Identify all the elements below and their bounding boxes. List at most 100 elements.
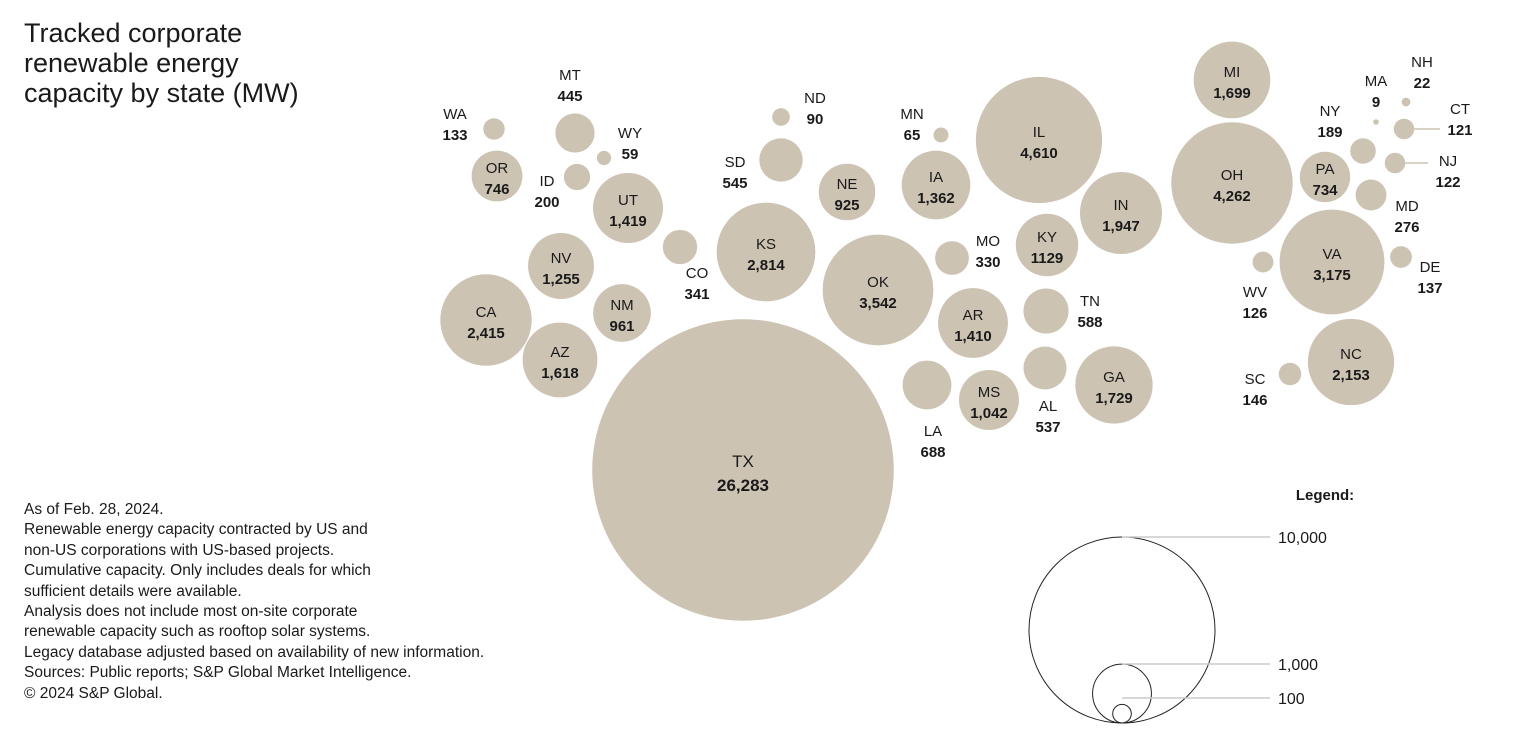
value-label: 341 [684, 286, 709, 303]
state-bubble-mi: MI 1,699 [1193, 41, 1271, 119]
value-label: 2,415 [467, 325, 505, 342]
bubble-circle [471, 150, 523, 202]
state-label: UT [618, 192, 638, 209]
bubble-circle [1015, 213, 1079, 277]
state-label: OK [867, 274, 889, 291]
state-label: NC [1340, 346, 1362, 363]
state-label: ND [804, 90, 826, 107]
value-label: 189 [1317, 124, 1342, 141]
state-bubble-ny: NY 189 [1317, 103, 1376, 164]
state-bubble-ut: UT 1,419 [592, 172, 664, 244]
state-bubble-ma: MA 9 [1365, 73, 1388, 125]
state-bubble-in: IN 1,947 [1079, 171, 1163, 255]
state-bubble-wv: WV 126 [1242, 251, 1274, 322]
state-label: CO [686, 265, 709, 282]
state-label: NE [837, 176, 858, 193]
bubble-circle [522, 322, 598, 398]
state-label: VA [1323, 246, 1342, 263]
bubble-circle [958, 369, 1020, 431]
state-label: OH [1221, 167, 1244, 184]
state-bubble-sc: SC 146 [1242, 362, 1302, 409]
state-bubble-ne: NE 925 [818, 163, 876, 221]
value-label: 537 [1035, 419, 1060, 436]
state-label: TN [1080, 293, 1100, 310]
state-bubble-va: VA 3,175 [1279, 209, 1385, 315]
bubble-circle [1278, 362, 1302, 386]
value-label: 200 [534, 194, 559, 211]
value-label: 26,283 [717, 476, 769, 495]
state-label: MD [1395, 198, 1418, 215]
value-label: 137 [1417, 280, 1442, 297]
bubble-circle [902, 360, 952, 410]
value-label: 1,410 [954, 328, 992, 345]
value-label: 925 [834, 197, 859, 214]
state-bubble-ga: GA 1,729 [1075, 346, 1153, 424]
bubble-circle [1193, 41, 1271, 119]
value-label: 545 [722, 175, 747, 192]
note-line: renewable capacity such as rooftop solar… [24, 623, 371, 641]
bubble-circle [1307, 318, 1395, 406]
value-label: 588 [1077, 314, 1102, 331]
bubble-circle [555, 113, 595, 153]
legend-entry: 10,000 [1028, 530, 1327, 724]
value-label: 4,610 [1020, 145, 1058, 162]
state-bubble-tx: TX 26,283 [592, 319, 894, 621]
value-label: 746 [484, 181, 509, 198]
state-label: AZ [550, 344, 569, 361]
state-label: NM [610, 297, 633, 314]
state-bubble-il: IL 4,610 [975, 76, 1103, 204]
value-label: 59 [622, 146, 639, 163]
state-label: SD [725, 154, 746, 171]
value-label: 133 [442, 127, 467, 144]
state-label: MN [900, 106, 923, 123]
state-label: PA [1316, 161, 1335, 178]
bubble-circle [1393, 118, 1415, 140]
bubble-circle [1171, 122, 1293, 244]
state-bubble-wa: WA 133 [442, 106, 505, 144]
state-label: IL [1033, 124, 1046, 141]
state-bubble-de: DE 137 [1390, 246, 1443, 297]
state-label: NH [1411, 54, 1433, 71]
legend-label: 100 [1278, 691, 1305, 708]
bubble-circle [563, 163, 591, 191]
bubble-circle [662, 229, 698, 265]
chart-title: Tracked corporate renewable energy capac… [24, 18, 299, 108]
state-label: IN [1114, 197, 1129, 214]
state-bubble-ar: AR 1,410 [938, 288, 1008, 358]
state-label: NV [551, 250, 572, 267]
value-label: 121 [1447, 122, 1472, 139]
bubble-circle [1390, 246, 1412, 268]
state-label: AL [1039, 398, 1057, 415]
state-label: GA [1103, 369, 1125, 386]
bubble-circle [933, 127, 949, 143]
state-bubble-nv: NV 1,255 [528, 233, 594, 299]
note-line: sufficient details were available. [24, 582, 242, 600]
state-label: OR [486, 160, 509, 177]
bubble-circle [935, 241, 969, 275]
value-label: 276 [1394, 219, 1419, 236]
state-label: MA [1365, 73, 1388, 90]
state-bubble-ms: MS 1,042 [958, 369, 1020, 431]
value-label: 126 [1242, 305, 1267, 322]
bubble-circle [592, 172, 664, 244]
state-label: WV [1243, 284, 1267, 301]
chart-notes: As of Feb. 28, 2024. Renewable energy ca… [24, 500, 484, 704]
bubble-circle [822, 234, 934, 346]
bubble-circle [716, 202, 816, 302]
state-bubble-ia: IA 1,362 [901, 150, 971, 220]
bubble-circle [440, 274, 532, 366]
bubble-circle [1023, 288, 1069, 334]
note-line: Renewable energy capacity contracted by … [24, 521, 368, 539]
state-bubble-nj: NJ 122 [1384, 152, 1461, 191]
state-bubble-al: AL 537 [1023, 346, 1067, 436]
state-bubble-id: ID 200 [534, 163, 591, 211]
bubble-circle [1279, 209, 1385, 315]
bubble-circle [1373, 119, 1379, 125]
state-bubble-mo: MO 330 [935, 233, 1001, 275]
value-label: 146 [1242, 392, 1267, 409]
bubble-circle [593, 284, 651, 342]
state-label: IA [929, 169, 943, 186]
value-label: 1,419 [609, 213, 647, 230]
bubble-circle [772, 108, 790, 126]
value-label: 961 [609, 318, 634, 335]
